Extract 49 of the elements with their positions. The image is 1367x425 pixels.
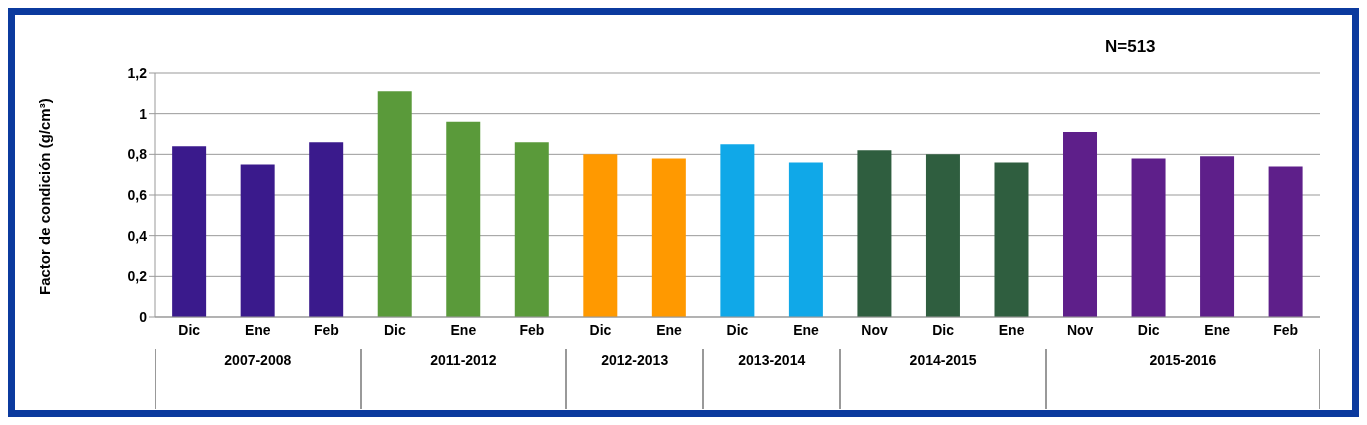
x-tick-label: Dic: [178, 321, 201, 338]
bar: [720, 144, 755, 317]
bar: [583, 154, 618, 317]
text: 2011-2012: [360, 349, 567, 409]
bar: [172, 146, 207, 317]
x-tick-label: Ene: [450, 321, 477, 338]
text: 2014-2015: [840, 349, 1046, 409]
bar: [788, 162, 823, 317]
chart-title: N=513: [1105, 37, 1156, 57]
y-tick-label: 1,2: [127, 64, 148, 81]
bar: [1063, 131, 1098, 317]
x-tick-label: Dic: [589, 321, 612, 338]
y-tick-label: 1: [139, 105, 148, 122]
x-tick-label: Ene: [793, 321, 820, 338]
x-tick-label: Ene: [656, 321, 683, 338]
y-tick-label: 0,8: [127, 146, 148, 163]
bar: [309, 142, 344, 317]
bar: [377, 91, 412, 317]
bar: [240, 164, 275, 317]
y-tick-label: 0: [139, 308, 148, 325]
x-tick-label: Ene: [1204, 321, 1231, 338]
x-tick-label: Dic: [383, 321, 406, 338]
y-tick-label: 0,2: [127, 268, 148, 285]
x-tick-label: Feb: [1273, 321, 1299, 338]
y-axis-title: Factor de condición (g/cm³): [36, 98, 54, 295]
x-tick-label: Nov: [1066, 321, 1094, 338]
y-tick-label: 0,4: [127, 227, 148, 244]
bar: [446, 121, 481, 317]
text: 2015-2016: [1045, 349, 1320, 409]
x-tick-label: Dic: [1137, 321, 1160, 338]
text: 2013-2014: [703, 349, 841, 409]
bar: [1200, 156, 1235, 317]
y-tick-label: 0,6: [127, 186, 148, 203]
text: 2012-2013: [566, 349, 704, 409]
bar: [994, 162, 1029, 317]
bar: [1131, 158, 1166, 317]
x-tick-label: Dic: [932, 321, 955, 338]
x-tick-label: Ene: [244, 321, 271, 338]
bar: [651, 158, 686, 317]
bar: [514, 142, 549, 317]
text: 2007-2008: [155, 349, 361, 409]
x-tick-label: Feb: [519, 321, 545, 338]
x-tick-label: Ene: [998, 321, 1025, 338]
x-tick-label: Feb: [313, 321, 339, 338]
bar: [925, 154, 960, 317]
bar: [1268, 166, 1303, 317]
x-tick-label: Dic: [726, 321, 749, 338]
bar: [857, 150, 892, 317]
x-tick-label: Nov: [861, 321, 888, 338]
